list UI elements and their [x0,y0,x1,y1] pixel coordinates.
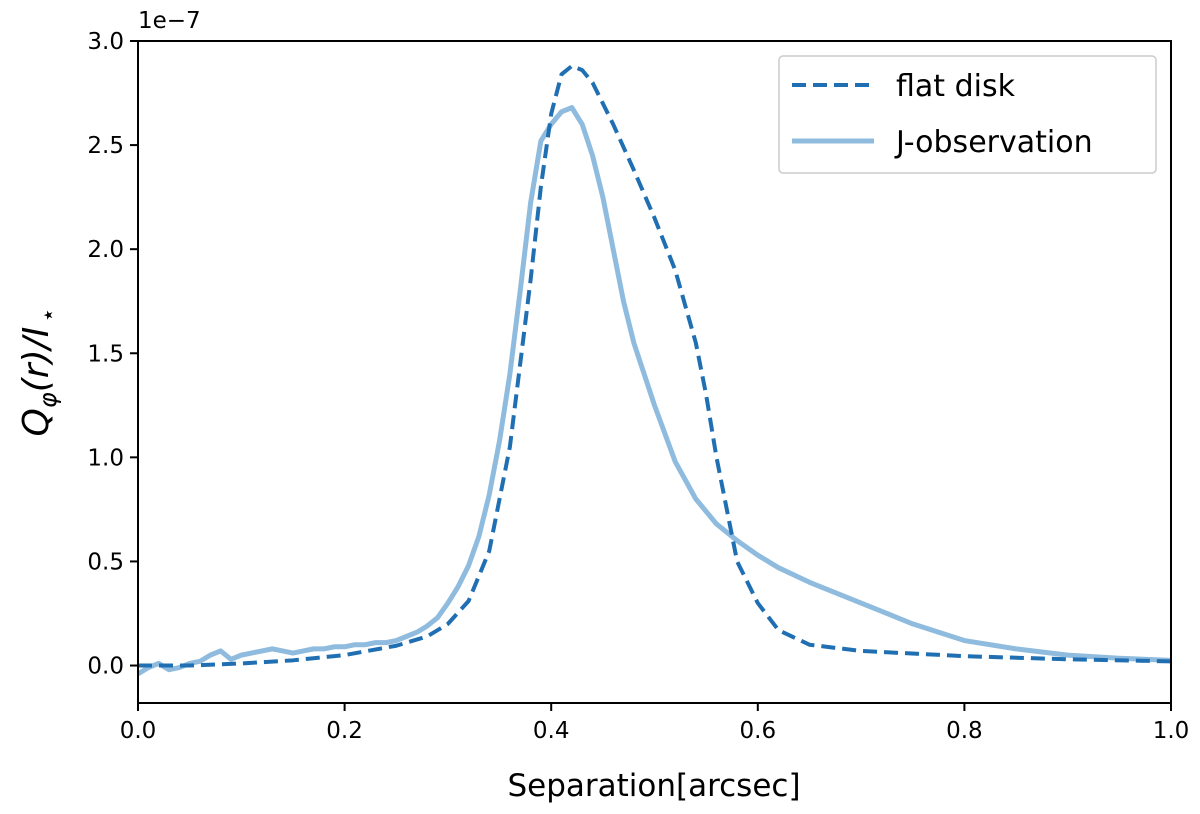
legend: flat disk J-observation [778,55,1157,174]
y-tick-label: 1.0 [87,445,124,471]
x-tick-label: 0.2 [326,718,363,744]
y-axis: 0.0 0.5 1.0 1.5 2.0 2.5 3.0 [87,29,138,680]
y-axis-title: Qφ(r)/I ⋆ [16,308,62,437]
y-axis-title-mid: (r)/ [16,333,57,392]
x-tick-label: 0.8 [946,718,983,744]
y-offset-label: 1e−7 [138,8,201,34]
legend-label-j-observation: J-observation [894,125,1093,160]
y-tick-label: 2.0 [87,237,124,263]
series-layer [136,63,1172,676]
y-axis-title-q: Q [16,408,57,436]
legend-box [778,55,1157,174]
y-tick-label: 2.5 [87,133,124,159]
legend-label-flat-disk: flat disk [896,69,1016,104]
y-tick-label: 1.5 [87,341,124,367]
x-tick-label: 0.0 [120,718,157,744]
x-tick-label: 0.6 [740,718,777,744]
x-axis: 0.0 0.2 0.4 0.6 0.8 1.0 [120,703,1190,744]
y-axis-title-star: ⋆ [34,308,62,323]
y-axis-title-phi: φ [34,392,62,408]
y-tick-label: 3.0 [87,29,124,55]
y-tick-label: 0.0 [87,654,124,680]
x-tick-label: 1.0 [1153,718,1190,744]
plot-frame [137,40,1172,704]
x-tick-label: 0.4 [533,718,570,744]
x-axis-title: Separation[arcsec] [507,768,800,804]
series-line-flat-disk [138,63,1172,668]
series-line-j-observation [136,105,1172,676]
y-axis-title-i: I [16,327,57,338]
y-tick-label: 0.5 [87,549,124,575]
